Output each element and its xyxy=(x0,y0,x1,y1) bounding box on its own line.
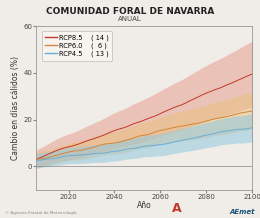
Legend: RCP8.5    ( 14 ), RCP6.0    (  6 ), RCP4.5    ( 13 ): RCP8.5 ( 14 ), RCP6.0 ( 6 ), RCP4.5 ( 13… xyxy=(42,31,112,61)
Text: COMUNIDAD FORAL DE NAVARRA: COMUNIDAD FORAL DE NAVARRA xyxy=(46,7,214,15)
Text: © Agencia Estatal de Meteorología: © Agencia Estatal de Meteorología xyxy=(5,211,77,215)
Y-axis label: Cambio en días cálidos (%): Cambio en días cálidos (%) xyxy=(11,56,21,160)
Text: A: A xyxy=(172,202,182,215)
Text: ANUAL: ANUAL xyxy=(118,16,142,22)
Text: AEmet: AEmet xyxy=(229,209,255,215)
X-axis label: Año: Año xyxy=(137,201,152,210)
